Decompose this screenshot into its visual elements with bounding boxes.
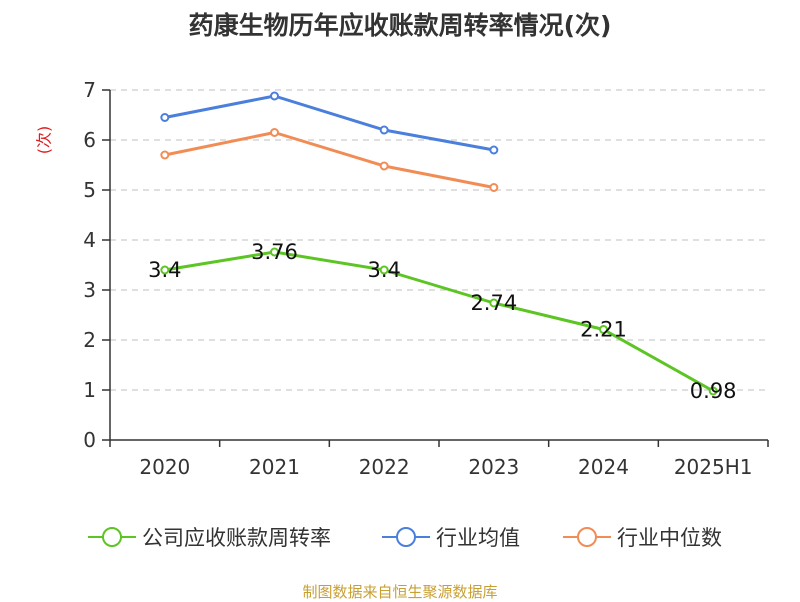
data-labels: 3.4 3.76 3.4 2.74 2.21 0.98	[148, 240, 736, 403]
legend-marker-industry-median	[563, 527, 611, 547]
legend-item-company[interactable]: 公司应收账款周转率	[88, 520, 331, 554]
legend-marker-industry-avg	[382, 527, 430, 547]
grid-lines	[110, 89, 768, 391]
data-point-industry_avg	[160, 113, 170, 122]
legend-marker-company	[88, 527, 136, 547]
series-group	[160, 91, 718, 396]
series-line-industry_median	[164, 131, 495, 189]
legend: 公司应收账款周转率 行业均值 行业中位数	[0, 520, 800, 554]
y-tick-label: 3	[83, 278, 96, 302]
data-point-company	[708, 386, 718, 396]
x-tick-label: 2021	[249, 455, 300, 479]
legend-label-industry-median: 行业中位数	[617, 526, 722, 550]
y-tick-label: 6	[83, 128, 96, 152]
x-tick-label: 2024	[578, 455, 629, 479]
data-point-industry_avg	[489, 145, 499, 155]
data-point-company	[379, 265, 389, 275]
legend-label-company: 公司应收账款周转率	[142, 526, 331, 550]
data-source-note: 制图数据来自恒生聚源数据库	[302, 583, 498, 601]
data-point-industry_median	[270, 128, 279, 137]
series-line-company	[164, 250, 714, 393]
x-tick-label: 2025H1	[674, 455, 753, 479]
data-point-industry_median	[379, 161, 389, 171]
axes: 0 1 2 3 4 5 6 7 2020 2021 2022 2023 2024 2025H1	[83, 78, 769, 479]
data-point-industry_avg	[270, 91, 279, 101]
y-tick-label: 0	[83, 428, 96, 452]
x-tick-label: 2020	[139, 455, 190, 479]
series-line-industry_avg	[164, 94, 495, 152]
legend-item-industry-median[interactable]: 行业中位数	[563, 520, 722, 554]
data-label-company: 3.76	[251, 240, 298, 264]
data-point-company	[270, 247, 279, 257]
chart-title: 药康生物历年应收账款周转率情况(次)	[188, 11, 612, 40]
data-point-industry_median	[160, 150, 170, 160]
data-point-company	[599, 325, 608, 334]
y-tick-label: 1	[83, 378, 96, 402]
data-point-industry_avg	[379, 125, 389, 135]
data-point-company	[489, 298, 499, 308]
legend-label-industry-avg: 行业均值	[436, 526, 520, 550]
legend-item-industry-avg[interactable]: 行业均值	[382, 520, 520, 554]
data-point-industry_median	[489, 183, 499, 192]
data-point-company	[160, 265, 170, 275]
data-label-company: 3.4	[367, 258, 400, 282]
x-tick-label: 2023	[468, 455, 519, 479]
y-tick-label: 5	[83, 178, 96, 202]
y-tick-label: 7	[83, 78, 96, 102]
data-label-company: 0.98	[690, 379, 737, 403]
data-label-company: 2.21	[580, 318, 627, 342]
x-tick-label: 2022	[359, 455, 410, 479]
y-tick-label: 4	[83, 228, 96, 252]
y-tick-label: 2	[83, 328, 96, 352]
data-label-company: 2.74	[470, 291, 517, 315]
data-label-company: 3.4	[148, 258, 181, 282]
